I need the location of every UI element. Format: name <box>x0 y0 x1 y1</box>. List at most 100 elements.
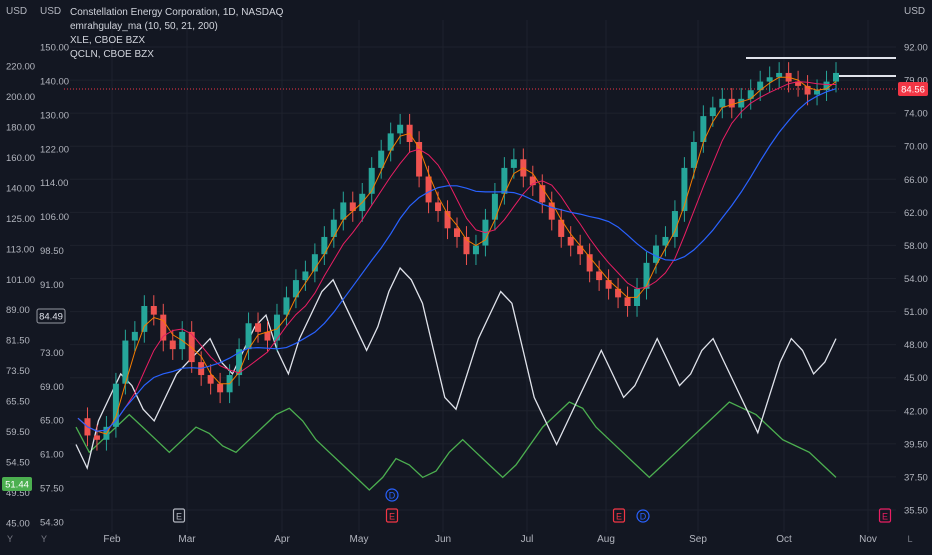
right-axis-tick: 74.00 <box>904 109 928 120</box>
candle-body <box>463 236 470 255</box>
mid-axis-tick: 69.00 <box>40 382 64 393</box>
qcln-price-tag <box>2 477 32 491</box>
grid <box>70 20 896 532</box>
candle-body <box>207 375 214 384</box>
candle-body <box>624 297 631 306</box>
candle-body <box>586 254 593 272</box>
mid-axis-tick: 91.00 <box>40 280 64 291</box>
x-axis-tick: Aug <box>597 534 615 545</box>
scale-mode-label: Y <box>7 534 13 544</box>
mid-axis-tick: 114.00 <box>40 178 68 189</box>
x-axis-tick: Jun <box>435 534 451 545</box>
candle-body <box>368 167 375 194</box>
mid-axis-tick: 54.30 <box>40 518 64 529</box>
event-marker-label: E <box>389 512 395 522</box>
candle-body <box>501 167 508 194</box>
candle-body <box>719 98 726 108</box>
right-axis-tick: 51.00 <box>904 307 928 318</box>
left-axis-tick: 125.00 <box>6 214 35 225</box>
candle-body <box>795 81 802 86</box>
qcln-price-tag-label: 51.44 <box>5 480 29 491</box>
legend-xle[interactable]: XLE, CBOE BZX <box>70 35 146 46</box>
right-axis-tick: 39.50 <box>904 439 928 450</box>
candle-body <box>321 236 328 255</box>
event-marker-label: D <box>640 512 647 522</box>
left-axis-tick: 45.00 <box>6 519 30 530</box>
mid-axis-tick: 130.00 <box>40 110 69 121</box>
candle-body <box>454 228 460 237</box>
left-axis-tick: 89.00 <box>6 305 30 316</box>
candle-body <box>311 254 318 272</box>
left-axis-tick: 180.00 <box>6 122 35 133</box>
x-axis-tick: Apr <box>274 534 290 545</box>
candle-body <box>150 306 157 315</box>
right-axis-tick: 66.00 <box>904 175 928 186</box>
left-axis-tick: 49.50 <box>6 488 30 499</box>
right-axis-tick: 70.00 <box>904 142 928 153</box>
mid-axis-tick: 73.00 <box>40 348 64 359</box>
candle-body <box>596 271 603 281</box>
candle-body <box>548 202 555 220</box>
x-axis-tick: Nov <box>859 534 877 545</box>
candle-body <box>236 349 243 376</box>
axes: 92.00 79.00 74.00 70.00 66.00 62.00 58.00 54.00… <box>6 43 928 546</box>
mid-axis-tick: 106.00 <box>40 212 69 223</box>
left-axis-tick: 220.00 <box>6 62 35 73</box>
candle-body <box>188 331 195 363</box>
candle-body <box>690 142 697 168</box>
mid-axis-tick: 61.00 <box>40 450 64 461</box>
right-axis-tick: 35.50 <box>904 506 928 517</box>
xle-line <box>75 266 837 470</box>
dividend-marker <box>636 509 650 523</box>
event-marker-label: E <box>882 512 888 522</box>
x-axis-tick: Mar <box>178 534 196 545</box>
ma10-line <box>77 76 837 435</box>
left-axis-tick: 140.00 <box>6 183 35 194</box>
legend-symbol[interactable]: Constellation Energy Corporation, 1D, NA… <box>70 7 284 18</box>
ceg-price-tag-label: 84.56 <box>901 85 925 96</box>
candle-body <box>567 236 574 246</box>
right-axis-tick: 42.00 <box>904 406 928 417</box>
candle-body <box>577 245 584 255</box>
candle-body <box>255 323 262 332</box>
event-marker-label: D <box>389 491 396 501</box>
candle-body <box>510 159 517 168</box>
currency-right: USD <box>904 6 926 17</box>
candle-body <box>615 288 622 298</box>
candle-body <box>671 211 678 237</box>
event-marker-label: E <box>176 512 182 522</box>
candle-body <box>349 202 356 212</box>
candle-body <box>273 314 280 341</box>
earnings-marker <box>612 508 626 523</box>
candle-body <box>814 90 821 95</box>
scale-mode-label: Y <box>41 534 47 544</box>
earnings-marker <box>878 508 892 523</box>
candle-body <box>804 85 811 95</box>
right-axis-tick: 45.00 <box>904 373 928 384</box>
left-axis-tick: 54.50 <box>6 458 30 469</box>
candle-body <box>605 280 612 289</box>
legend-indicator[interactable]: emrahgulay_ma (10, 50, 21, 200) <box>70 21 218 32</box>
candle-body <box>416 142 423 177</box>
legend-qcln[interactable]: QCLN, CBOE BZX <box>70 49 154 60</box>
candle-body <box>643 262 650 289</box>
left-axis-tick: 65.50 <box>6 397 30 408</box>
mid-axis-tick: 57.50 <box>40 484 64 495</box>
candle-body <box>738 98 745 108</box>
ceg-price-tag <box>898 82 928 96</box>
x-axis-tick: May <box>350 534 369 545</box>
right-axis-tick: 79.00 <box>904 76 928 87</box>
candle-body <box>264 331 271 341</box>
candle-body <box>558 219 565 237</box>
candle-body <box>112 383 119 427</box>
candle-body <box>93 435 100 440</box>
right-axis-tick: 37.50 <box>904 472 928 483</box>
left-axis-tick: 101.00 <box>6 275 35 286</box>
left-axis-tick: 59.50 <box>6 427 30 438</box>
candle-body <box>283 297 290 315</box>
candle-body <box>217 383 224 393</box>
candle-body <box>728 98 735 108</box>
candle-body <box>330 219 337 237</box>
